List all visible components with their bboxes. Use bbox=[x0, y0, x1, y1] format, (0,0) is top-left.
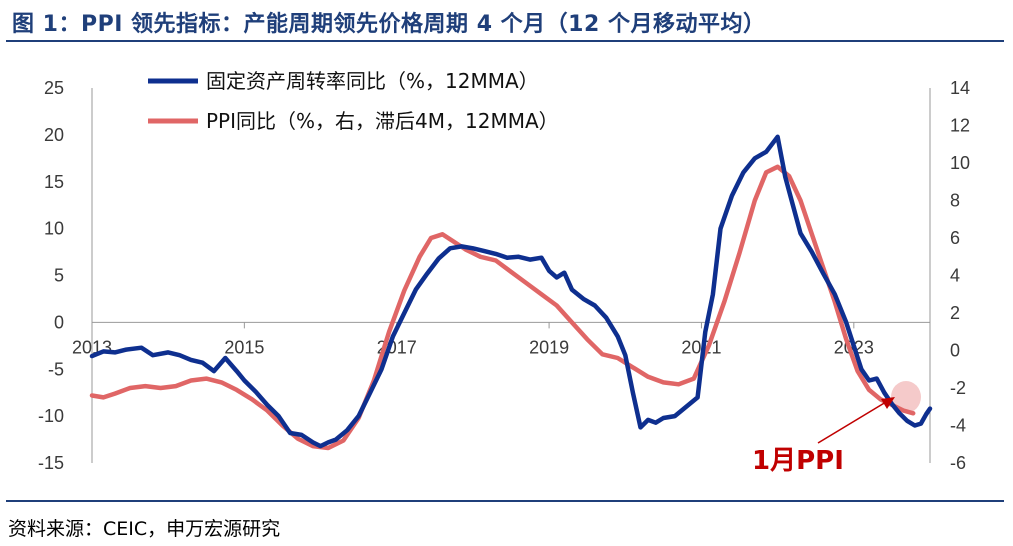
annotation: 1月PPI bbox=[752, 397, 895, 476]
left-tick-label: -10 bbox=[38, 406, 64, 426]
annotation-arrow bbox=[817, 401, 887, 444]
header-rule bbox=[6, 40, 1004, 42]
right-tick-label: 8 bbox=[950, 191, 960, 211]
series-ppi-line bbox=[89, 164, 916, 451]
left-tick-label: 15 bbox=[44, 172, 64, 192]
left-tick-label: 20 bbox=[44, 125, 64, 145]
right-tick-label: 12 bbox=[950, 116, 970, 136]
annotation-label: 1月PPI bbox=[752, 446, 844, 476]
left-tick-label: -15 bbox=[38, 453, 64, 473]
left-tick-label: 5 bbox=[54, 266, 64, 286]
latest-point-highlight bbox=[891, 381, 921, 413]
x-tick-label: 2015 bbox=[224, 337, 264, 357]
right-tick-label: 14 bbox=[950, 78, 970, 98]
right-tick-label: 0 bbox=[950, 341, 960, 361]
axes bbox=[91, 88, 931, 463]
chart-title: 图 1：PPI 领先指标：产能周期领先价格周期 4 个月（12 个月移动平均） bbox=[12, 12, 766, 37]
legend-label-fai: 固定资产周转率同比（%，12MMA） bbox=[206, 69, 539, 93]
left-axis-ticks: 25 20 15 10 5 0 -5 -10 -15 bbox=[38, 78, 64, 473]
left-tick-label: -5 bbox=[48, 359, 64, 379]
left-tick-label: 0 bbox=[54, 312, 64, 332]
right-tick-label: -6 bbox=[950, 453, 966, 473]
right-tick-label: -2 bbox=[950, 378, 966, 398]
right-tick-label: 6 bbox=[950, 228, 960, 248]
right-tick-label: -4 bbox=[950, 416, 966, 436]
left-tick-label: 10 bbox=[44, 219, 64, 239]
right-tick-label: 4 bbox=[950, 266, 960, 286]
right-tick-label: 10 bbox=[950, 153, 970, 173]
x-tick-label: 2019 bbox=[529, 337, 569, 357]
legend-label-ppi: PPI同比（%，右，滞后4M，12MMA） bbox=[206, 109, 559, 133]
source-note: 资料来源：CEIC，申万宏源研究 bbox=[8, 518, 281, 540]
left-tick-label: 25 bbox=[44, 78, 64, 98]
x-axis-ticks: 2013 2015 2017 2019 2021 2023 bbox=[72, 321, 930, 357]
footer-rule bbox=[6, 500, 1004, 502]
annotation-arrowhead bbox=[881, 397, 895, 409]
series-fai-line bbox=[89, 134, 933, 449]
right-tick-label: 2 bbox=[950, 303, 960, 323]
right-axis-ticks: 14 12 10 8 6 4 2 0 -2 -4 -6 bbox=[950, 78, 970, 473]
legend: 固定资产周转率同比（%，12MMA） PPI同比（%，右，滞后4M，12MMA） bbox=[148, 69, 559, 133]
